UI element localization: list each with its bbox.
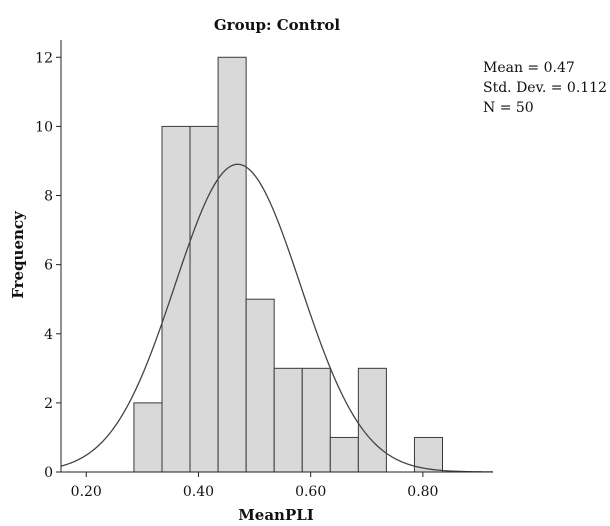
histogram-bar: [161, 125, 191, 473]
summary-statistics: Mean = 0.47 Std. Dev. = 0.112 N = 50: [483, 60, 607, 116]
y-axis-ticks: 0 2 4 6 8 10 12: [35, 50, 61, 481]
x-axis-title: MeanPLI: [238, 506, 314, 524]
chart-title: Group: Control: [214, 16, 341, 34]
y-tick-label: 0: [44, 465, 53, 481]
histogram-bar: [357, 367, 387, 473]
histogram-bar: [413, 436, 444, 473]
histogram-bar: [245, 298, 275, 473]
stats-line: N = 50: [483, 100, 534, 116]
histogram-bar: [273, 367, 303, 473]
histogram-bar: [301, 367, 331, 473]
stats-line: Mean = 0.47: [483, 60, 575, 76]
x-tick-label: 0.80: [407, 484, 438, 500]
y-tick-label: 8: [44, 189, 53, 205]
y-tick-label: 12: [35, 50, 53, 66]
x-tick-label: 0.40: [183, 484, 214, 500]
histogram-bar: [133, 402, 163, 473]
x-tick-label: 0.20: [71, 484, 102, 500]
y-tick-label: 2: [44, 396, 53, 412]
normal-curve: [60, 163, 494, 473]
histogram-bar: [329, 436, 359, 473]
histogram-bars: [133, 56, 444, 473]
x-tick-label: 0.60: [295, 484, 326, 500]
stats-line: Std. Dev. = 0.112: [483, 80, 607, 96]
histogram-bar: [217, 56, 247, 473]
y-tick-label: 6: [44, 258, 53, 274]
y-tick-label: 10: [35, 119, 53, 135]
y-tick-label: 4: [44, 327, 53, 343]
x-axis-ticks: 0.20 0.40 0.60 0.80: [71, 472, 438, 500]
histogram-bar: [189, 125, 219, 473]
y-axis-title: Frequency: [9, 210, 27, 299]
